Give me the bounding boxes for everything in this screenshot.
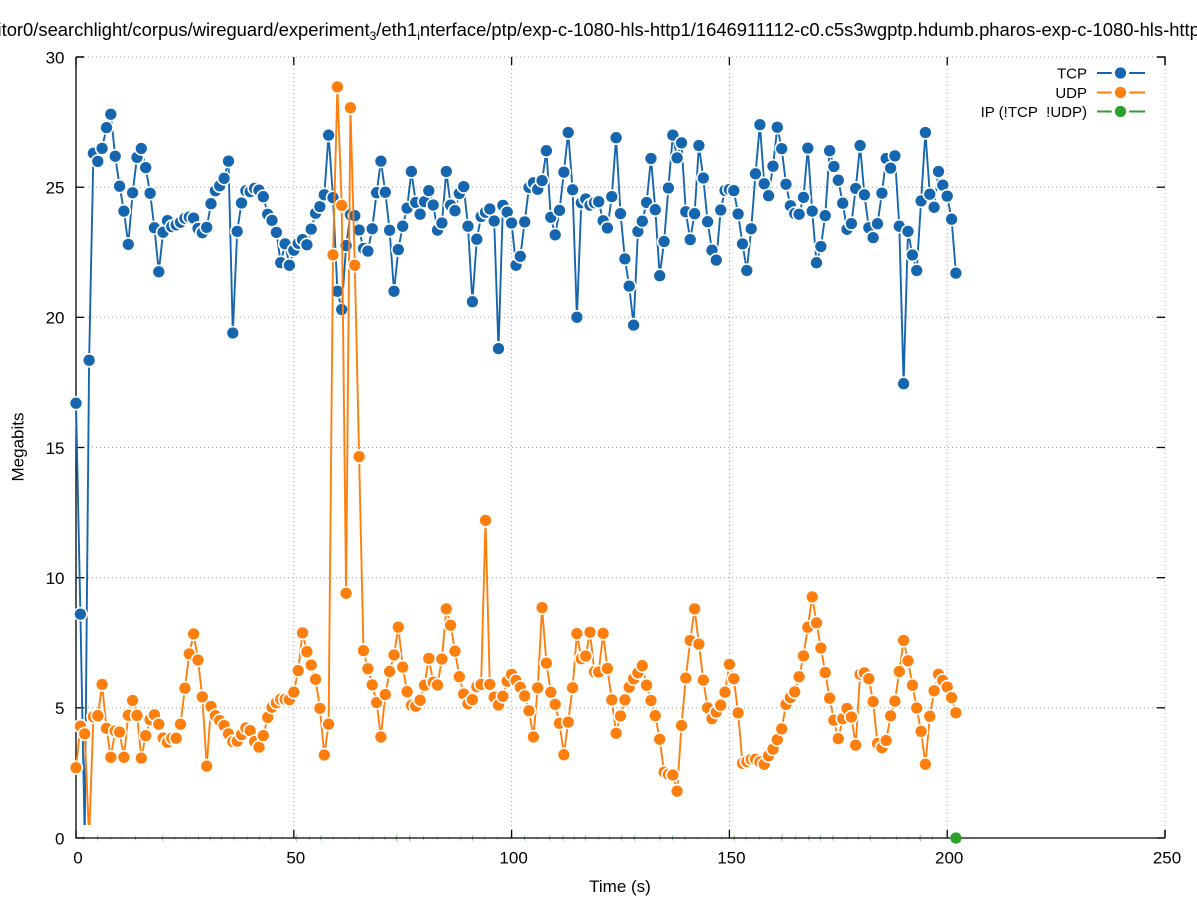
svg-text:200: 200 [935,849,963,868]
svg-text:0: 0 [55,829,64,848]
svg-text:250: 250 [1153,849,1181,868]
svg-text:150: 150 [717,849,745,868]
svg-text:Time (s): Time (s) [589,877,651,896]
svg-text:25: 25 [46,179,65,198]
svg-text:15: 15 [46,439,65,458]
svg-text:30: 30 [46,48,65,67]
svg-text:UDP: UDP [1055,85,1087,102]
svg-text:TCP: TCP [1057,65,1087,82]
svg-text:10: 10 [46,569,65,588]
svg-text:5: 5 [55,699,64,718]
svg-text:itor0/searchlight/corpus/wireg: itor0/searchlight/corpus/wireguard/exper… [0,19,1197,43]
svg-text:20: 20 [46,309,65,328]
svg-text:Megabits: Megabits [9,413,28,482]
svg-text:IP (!TCP !UDP): IP (!TCP !UDP) [981,104,1087,121]
svg-text:100: 100 [499,849,527,868]
svg-text:50: 50 [286,849,305,868]
svg-text:0: 0 [73,849,82,868]
